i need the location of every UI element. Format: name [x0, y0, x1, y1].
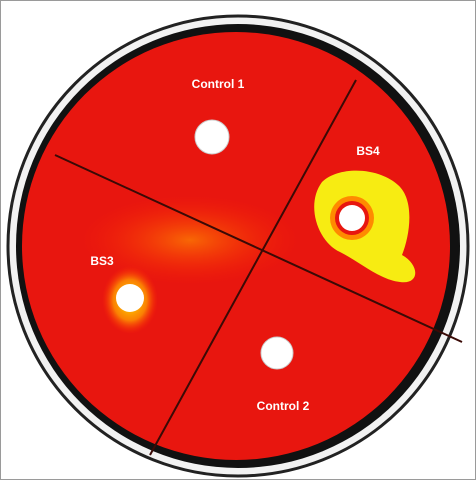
disc — [339, 205, 365, 231]
disc — [261, 337, 293, 369]
label: BS3 — [90, 254, 114, 268]
petri-dish-image: Control 1 BS4 BS3 Control 2 — [0, 0, 476, 480]
label: Control 2 — [257, 399, 310, 413]
label: Control 1 — [192, 77, 245, 91]
page: Control 1 BS4 BS3 Control 2 (() => { con… — [0, 0, 476, 480]
label: BS4 — [356, 144, 380, 158]
disc — [116, 284, 144, 312]
disc — [195, 120, 229, 154]
